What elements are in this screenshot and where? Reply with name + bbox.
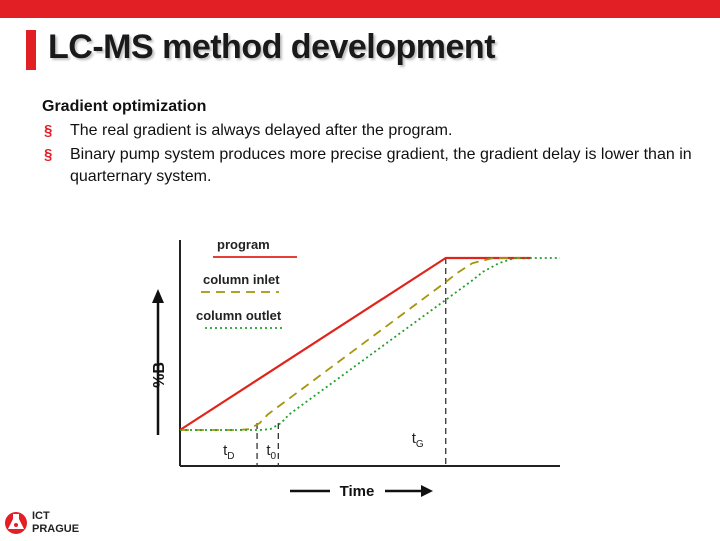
legend-label-column-outlet: column outlet <box>196 308 282 323</box>
legend-label-column-inlet: column inlet <box>203 272 280 287</box>
chart-legend: program column inlet column outlet <box>196 237 297 329</box>
logo-line-2: PRAGUE <box>32 523 80 535</box>
slide-content: Gradient optimization The real gradient … <box>42 98 702 190</box>
chart-labels: %B Time tD t0 tG <box>151 362 424 500</box>
marker-label-tD: tD <box>223 442 234 462</box>
chart-series <box>179 256 560 431</box>
bullet-list: The real gradient is always delayed afte… <box>42 120 702 188</box>
gradient-chart: program column inlet column outlet %B Time t… <box>151 237 560 500</box>
logo-text: ICT PRAGUE <box>32 510 79 536</box>
top-accent-bar <box>0 0 720 18</box>
marker-label-tG: tG <box>412 430 424 450</box>
institution-logo: ICT PRAGUE <box>4 508 114 538</box>
series-line-column-outlet <box>180 257 560 431</box>
marker-guides <box>256 258 447 466</box>
series-line-column-inlet <box>180 257 521 431</box>
slide-title: LC-MS method development <box>48 28 496 66</box>
legend-label-program: program <box>217 237 270 252</box>
y-axis-label: %B <box>151 362 168 388</box>
marker-label-t0: t0 <box>266 442 276 462</box>
logo-line-1: ICT <box>32 510 50 522</box>
chart-axes <box>152 240 560 497</box>
section-heading: Gradient optimization <box>42 98 207 115</box>
title-accent-mark <box>26 30 36 70</box>
x-axis-label: Time <box>340 483 375 500</box>
flask-logo-icon <box>5 512 27 534</box>
bullet-item: Binary pump system produces more precise… <box>42 144 702 188</box>
bullet-item: The real gradient is always delayed afte… <box>42 120 702 142</box>
x-arrow-head <box>421 485 433 497</box>
y-arrow-head <box>152 289 164 303</box>
